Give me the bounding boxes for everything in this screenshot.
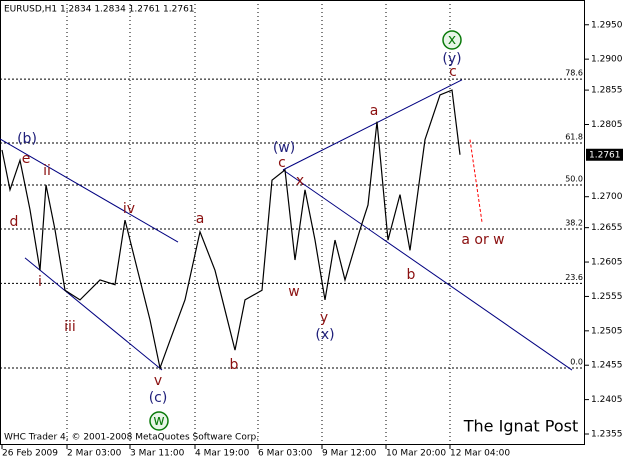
wave-label: (c)	[149, 390, 168, 406]
y-tick-label: 1.2950	[591, 20, 623, 30]
wave-label: a	[370, 103, 379, 119]
y-tick-label: 1.2455	[591, 361, 623, 371]
watermark: The Ignat Post	[463, 417, 579, 436]
y-tick-label: 1.2555	[591, 292, 623, 302]
last-price-box	[586, 148, 623, 161]
fib-label: 23.6	[565, 273, 583, 282]
plot-frame	[0, 0, 585, 445]
wave-label: b	[407, 267, 416, 283]
footer: WHC Trader 4, © 2001-2008 MetaQuotes Sof…	[4, 433, 259, 443]
y-tick-label: 1.2355	[591, 429, 623, 439]
fib-label: 78.6	[565, 69, 583, 78]
trendline	[282, 169, 573, 371]
fib-label: 0.0	[570, 357, 583, 366]
wave-label: y	[320, 310, 328, 326]
x-tick-label: 12 Mar 04:00	[450, 449, 510, 459]
x-tick-label: 3 Mar 11:00	[130, 449, 185, 459]
x-tick-label: 10 Mar 20:00	[386, 449, 446, 459]
x-tick-label: 4 Mar 19:00	[195, 449, 250, 459]
x-tick-label: 26 Feb 2009	[2, 449, 58, 459]
wave-label: e	[22, 151, 31, 167]
wave-label: (y)	[442, 51, 461, 67]
wave-label: iii	[64, 319, 76, 335]
wave-label: c	[449, 64, 457, 80]
wave-label: v	[154, 373, 162, 389]
wave-label: a or w	[461, 232, 504, 248]
y-tick-label: 1.2700	[591, 192, 623, 202]
wave-circle	[442, 30, 462, 50]
y-tick-label: 1.2900	[591, 55, 623, 65]
price-line	[1, 89, 461, 371]
wave-label: (x)	[315, 327, 334, 343]
wave-label: x	[296, 173, 304, 189]
y-tick-label: 1.2605	[591, 258, 623, 268]
x-tick-label: 2 Mar 03:00	[67, 449, 122, 459]
trendline	[24, 257, 163, 371]
wave-label: b	[230, 357, 239, 373]
wave-label: (b)	[17, 131, 37, 147]
wave-circle	[149, 411, 169, 431]
wave-label: iv	[123, 201, 135, 217]
chart-title: EURUSD,H1 1.2834 1.2834 1.2761 1.2761	[4, 5, 195, 15]
trendline	[0, 138, 179, 243]
wave-label: a	[196, 211, 205, 227]
x-tick-label: 6 Mar 03:00	[258, 449, 313, 459]
trendline	[282, 79, 463, 171]
fib-label: 50.0	[565, 175, 583, 184]
x-tick-label: 9 Mar 12:00	[322, 449, 377, 459]
wave-label: w	[153, 413, 164, 429]
y-tick-label: 1.2805	[591, 120, 623, 130]
wave-label: x	[448, 32, 456, 48]
y-tick-label: 1.2655	[591, 223, 623, 233]
y-tick-label: 1.2855	[591, 86, 623, 96]
wave-label: d	[10, 214, 19, 230]
y-tick-label: 1.2405	[591, 395, 623, 405]
fib-label: 38.2	[565, 219, 583, 228]
y-tick-label: 1.2505	[591, 326, 623, 336]
wave-label: w	[288, 284, 299, 300]
wave-label: c	[278, 155, 286, 171]
trendline	[469, 139, 483, 223]
fib-label: 61.8	[565, 133, 583, 142]
wave-label: (w)	[273, 140, 295, 156]
last-price-label: 1.2761	[589, 150, 621, 160]
wave-label: i	[38, 274, 42, 290]
wave-label: ii	[43, 163, 51, 179]
